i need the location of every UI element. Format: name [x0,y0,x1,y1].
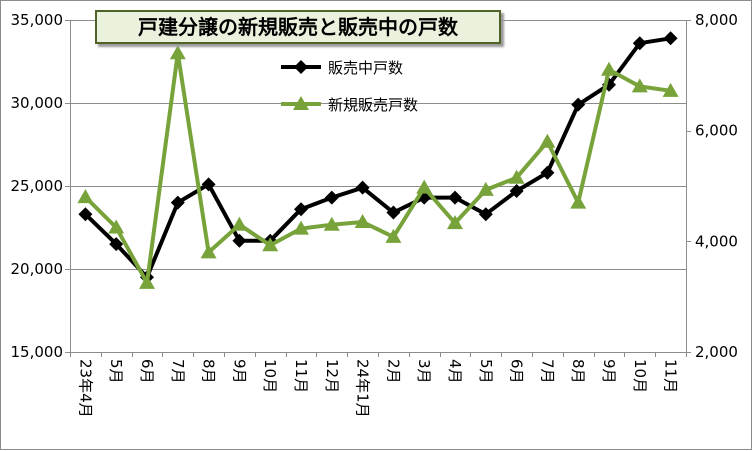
data-point-triangle [631,78,648,93]
y-left-tick-label: 35,000 [11,11,64,29]
data-point-triangle [354,213,371,228]
data-point-triangle [108,219,125,234]
data-point-diamond [448,190,462,205]
data-point-diamond [478,207,493,222]
data-point-diamond [78,207,93,222]
x-tick-label: 5月 [477,359,495,384]
data-point-triangle [169,45,186,60]
y-right-tick-label: 6,000 [695,122,738,140]
y-left-tick-label: 30,000 [11,94,64,112]
x-axis-ticks: 23年4月 5月 6月 7月 8月 9月 10月 11月 12月 24年1月 2月 3月 4月 5月 6月 7… [76,359,679,418]
data-point-diamond [294,202,308,217]
x-tick-label: 2月 [384,359,402,384]
data-point-triangle [231,216,248,231]
x-tick-label: 11月 [662,359,680,393]
legend-label: 販売中戸数 [328,59,403,77]
legend-marker-triangle [293,96,309,110]
data-point-diamond [386,205,401,220]
data-point-diamond [632,36,647,51]
left-axis-ticks: 15,000 20,000 25,000 30,000 35,000 [11,11,64,361]
data-point-diamond [540,165,555,180]
series-line [83,51,671,285]
data-point-triangle [662,82,679,97]
x-tick-label: 6月 [508,359,526,384]
legend-marker-diamond [294,60,308,74]
data-point-triangle [416,179,433,194]
series-triangle [77,45,679,289]
axes [65,20,691,357]
data-point-triangle [508,169,525,184]
data-point-diamond [201,177,216,192]
data-point-triangle [139,274,155,289]
series-line [84,36,671,280]
y-right-tick-label: 2,000 [695,343,738,361]
x-tick-label: 7月 [169,359,187,384]
data-point-triangle [200,244,217,259]
x-tick-label: 3月 [415,359,433,384]
data-point-triangle [385,228,402,243]
data-point-diamond [324,190,339,205]
data-point-diamond [571,97,586,112]
data-point-diamond [355,180,370,195]
data-point-triangle [539,133,556,148]
x-tick-label: 23年4月 [76,359,94,418]
x-tick-label: 9月 [230,359,248,384]
data-point-diamond [663,31,678,46]
data-point-diamond [509,183,524,198]
x-tick-label: 6月 [138,359,156,384]
x-tick-label: 8月 [569,359,587,384]
x-tick-label: 8月 [200,359,218,384]
chart-title-box: 戸建分譲の新規販売と販売中の戸数 [95,10,501,44]
data-point-triangle [570,194,587,209]
data-point-triangle [447,215,463,230]
data-point-triangle [601,61,617,76]
series-diamond [78,31,678,285]
y-left-tick-label: 25,000 [11,177,64,195]
data-point-triangle [77,189,94,204]
x-tick-label: 12月 [323,359,341,393]
x-tick-label: 7月 [538,359,556,384]
x-tick-label: 24年1月 [354,359,372,418]
data-point-triangle [262,237,279,252]
x-tick-label: 5月 [107,359,125,384]
x-tick-label: 10月 [631,359,649,393]
x-tick-label: 4月 [446,359,464,384]
right-axis-ticks: 2,000 4,000 6,000 8,000 [695,11,738,361]
data-point-diamond [109,237,124,252]
x-tick-label: 10月 [261,359,279,393]
y-left-tick-label: 20,000 [11,260,64,278]
data-point-triangle [323,216,340,231]
legend-label: 新規販売戸数 [328,96,418,114]
y-right-tick-label: 4,000 [695,232,738,250]
x-tick-label: 9月 [600,359,618,384]
data-point-diamond [170,195,185,210]
chart-title: 戸建分譲の新規販売と販売中の戸数 [138,15,458,39]
y-right-tick-label: 8,000 [695,11,738,29]
y-left-tick-label: 15,000 [11,343,64,361]
series [77,31,679,289]
data-point-triangle [293,220,309,235]
x-tick-label: 11月 [292,359,310,393]
data-point-triangle [477,181,494,196]
data-point-diamond [232,233,247,248]
